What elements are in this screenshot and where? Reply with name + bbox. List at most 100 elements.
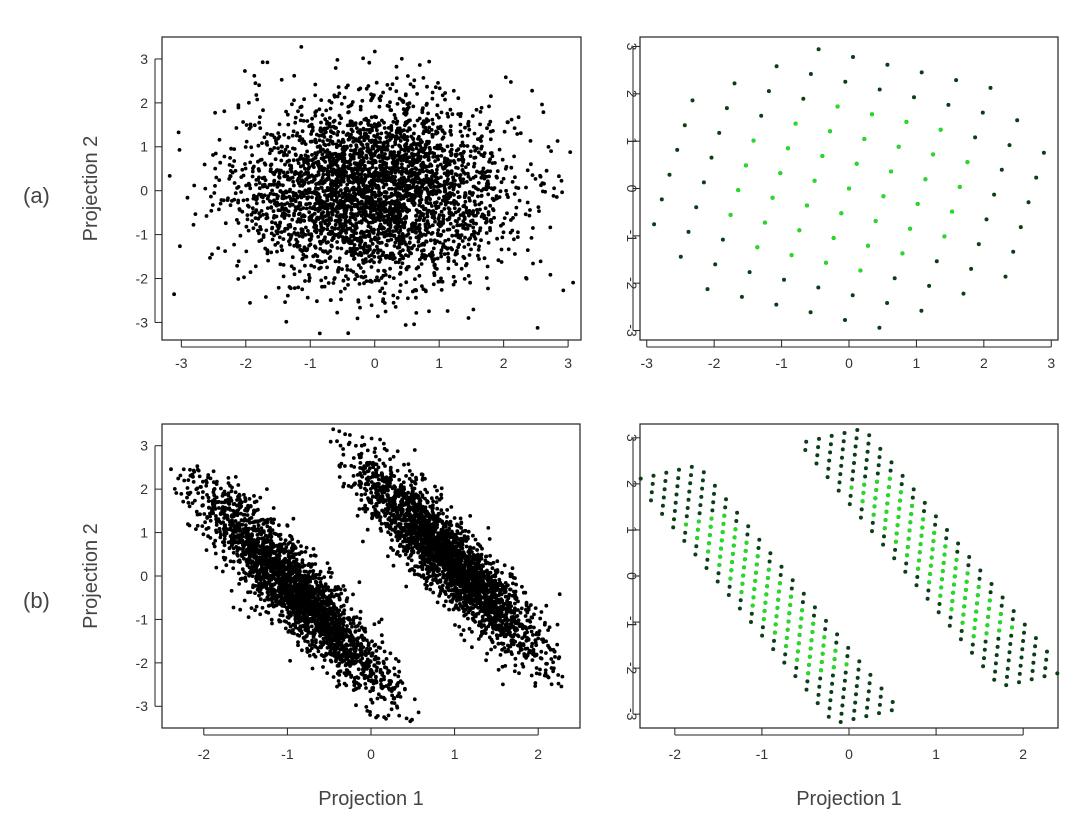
scatter-point <box>467 253 472 257</box>
scatter-point <box>465 223 470 228</box>
scatter-point <box>414 266 419 271</box>
scatter-point <box>466 174 471 179</box>
scatter-point <box>261 212 265 217</box>
scatter-point <box>378 165 382 170</box>
scatter-point <box>262 598 267 603</box>
scatter-point <box>265 248 270 253</box>
y-tick-label: -1 <box>136 227 149 243</box>
scatter-point <box>248 270 253 275</box>
scatter-point <box>299 113 304 117</box>
scatter-point <box>325 206 329 211</box>
scatter-point <box>770 195 775 200</box>
scatter-point <box>416 175 420 180</box>
scatter-point <box>356 253 361 257</box>
scatter-point <box>382 268 386 273</box>
scatter-point <box>281 153 286 158</box>
scatter-point <box>218 160 223 165</box>
scatter-point <box>250 174 255 179</box>
scatter-point <box>429 238 433 243</box>
y-tick-label: 0 <box>140 183 148 199</box>
scatter-point <box>401 235 406 240</box>
scatter-point <box>486 192 491 197</box>
scatter-point <box>325 138 330 142</box>
scatter-point <box>404 266 409 271</box>
scatter-point <box>254 222 258 227</box>
scatter-point <box>463 125 467 130</box>
scatter-point <box>313 93 318 98</box>
scatter-point <box>442 207 447 211</box>
y-tick-label: -1 <box>624 230 640 243</box>
scatter-point <box>433 178 438 183</box>
scatter-point <box>406 245 411 250</box>
scatter-point <box>512 237 516 242</box>
scatter-point <box>268 199 272 204</box>
scatter-point <box>430 190 435 195</box>
scatter-point <box>652 222 657 227</box>
scatter-point <box>254 182 258 187</box>
scatter-point <box>389 707 394 712</box>
scatter-point <box>889 169 893 174</box>
scatter-point <box>316 209 321 214</box>
scatter-point <box>847 186 851 191</box>
scatter-point <box>292 172 297 177</box>
scatter-point <box>317 166 322 171</box>
scatter-point <box>302 97 306 102</box>
scatter-point <box>448 124 453 129</box>
scatter-point <box>278 189 283 194</box>
scatter-point <box>368 278 373 283</box>
scatter-point <box>292 98 296 103</box>
scatter-point <box>374 80 379 85</box>
scatter-point <box>209 208 214 213</box>
scatter-point <box>437 115 441 120</box>
scatter-point <box>439 201 443 206</box>
scatter-point <box>281 183 285 188</box>
scatter-point <box>172 487 177 491</box>
scatter-point <box>412 152 416 157</box>
scatter-point <box>244 533 249 537</box>
scatter-point <box>862 137 867 141</box>
scatter-point <box>421 241 426 246</box>
panel-label-a: (a) <box>23 183 50 208</box>
scatter-point <box>228 156 233 160</box>
scatter-point <box>358 179 363 184</box>
scatter-point <box>453 172 458 177</box>
scatter-point <box>356 299 361 304</box>
scatter-point <box>288 187 292 192</box>
scatter-point <box>186 500 191 505</box>
scatter-point <box>181 467 186 472</box>
scatter-point <box>318 221 323 225</box>
scatter-point <box>250 206 255 211</box>
scatter-point <box>892 276 897 281</box>
scatter-point <box>336 139 341 143</box>
scatter-point <box>319 133 324 138</box>
scatter-point <box>713 262 718 267</box>
scatter-point <box>464 263 468 268</box>
scatter-point <box>908 226 913 231</box>
scatter-point <box>338 234 342 238</box>
scatter-point <box>395 182 400 187</box>
scatter-point <box>260 565 264 570</box>
scatter-point <box>1041 150 1046 155</box>
scatter-point <box>283 300 287 304</box>
scatter-point <box>368 149 373 154</box>
scatter-point <box>326 165 331 170</box>
scatter-point <box>377 241 382 245</box>
scatter-point <box>264 216 269 221</box>
scatter-point <box>373 169 378 174</box>
scatter-point <box>258 612 263 617</box>
scatter-point <box>395 296 400 300</box>
scatter-point <box>303 166 307 171</box>
scatter-point <box>369 189 374 194</box>
scatter-point <box>839 211 844 216</box>
scatter-point <box>530 88 534 93</box>
scatter-point <box>382 214 386 219</box>
scatter-point <box>254 604 259 609</box>
scatter-point <box>513 212 518 217</box>
scatter-point <box>373 217 378 222</box>
scatter-point <box>435 167 439 172</box>
scatter-point <box>454 152 459 157</box>
scatter-point <box>364 184 369 188</box>
y-tick-label: 2 <box>140 95 148 111</box>
scatter-point <box>484 217 489 221</box>
scatter-point <box>283 626 288 631</box>
